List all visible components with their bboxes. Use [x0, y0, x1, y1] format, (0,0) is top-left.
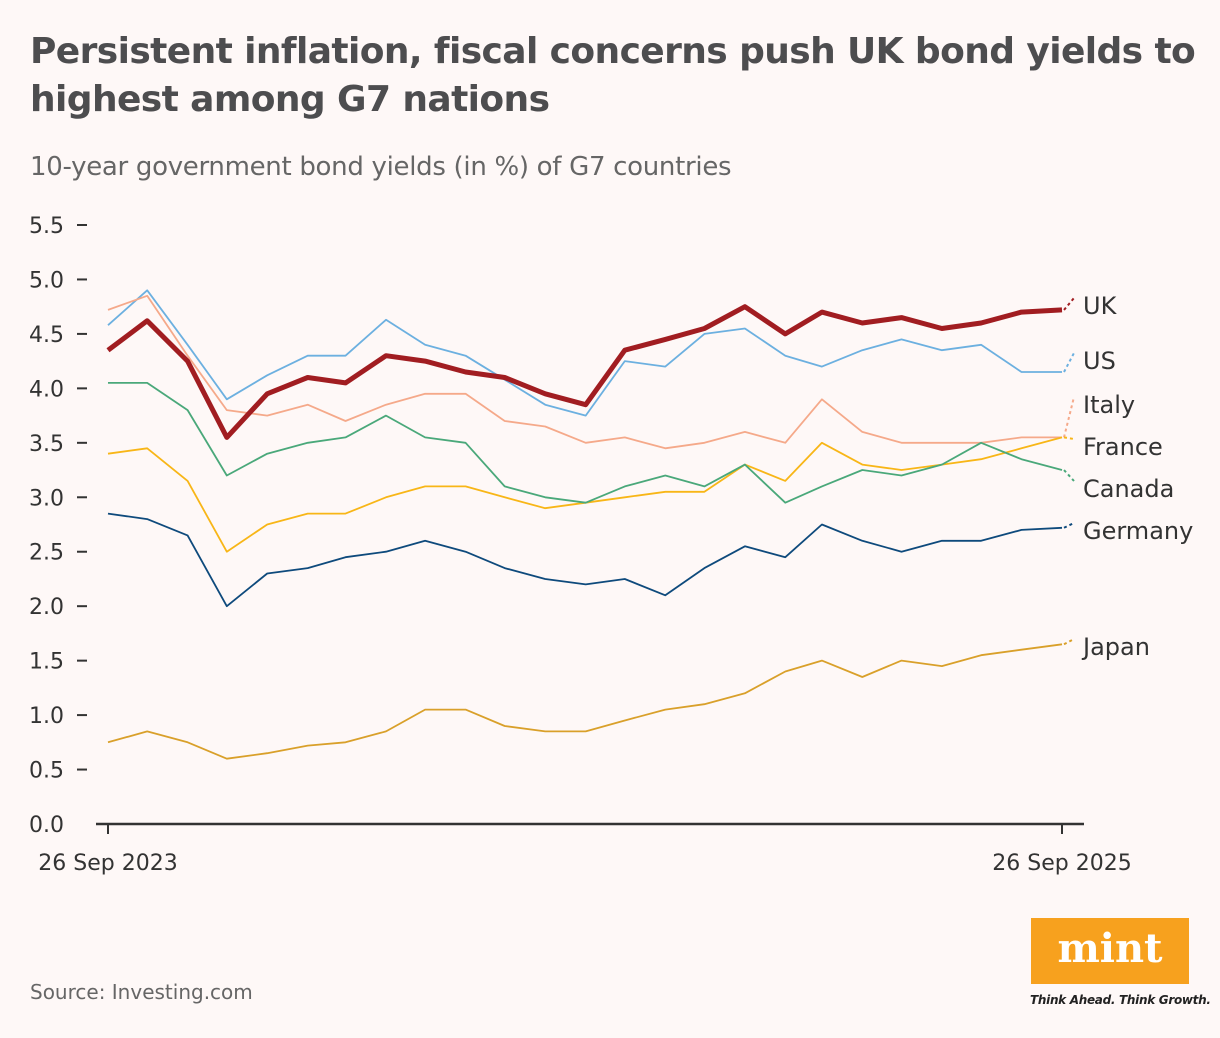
- series-label-uk: UK: [1083, 292, 1118, 320]
- label-connector: [1063, 297, 1075, 311]
- series-line-uk: [106, 304, 1063, 440]
- y-tick-label: 0.5: [29, 759, 64, 784]
- series-label-france: France: [1083, 433, 1163, 461]
- series-lines: [106, 289, 1063, 760]
- label-connector: [1063, 469, 1075, 482]
- y-tick-label: 5.0: [29, 268, 64, 293]
- y-tick-label: 1.0: [29, 704, 64, 729]
- x-axis: 26 Sep 2023 26 Sep 2025: [38, 822, 1132, 876]
- label-connector: [1063, 436, 1075, 440]
- series-labels: US Italy France Canada Germany Japan UK: [1063, 292, 1193, 661]
- y-tick-label: 5.5: [29, 214, 64, 239]
- y-tick-label: 4.0: [29, 377, 64, 402]
- source-note: Source: Investing.com: [30, 980, 253, 1004]
- label-connector: [1063, 522, 1075, 529]
- y-tick-label: 4.5: [29, 323, 64, 348]
- label-connector: [1063, 352, 1075, 373]
- series-line-us: [107, 289, 1062, 417]
- logo-tagline: Think Ahead. Think Growth.: [1030, 993, 1211, 1007]
- x-tick-label-start: 26 Sep 2023: [38, 851, 177, 876]
- label-connector: [1063, 638, 1075, 646]
- chart-subtitle: 10-year government bond yields (in %) of…: [30, 152, 732, 182]
- mint-logo: mint: [1031, 918, 1189, 984]
- y-tick-label: 2.0: [29, 595, 64, 620]
- series-label-canada: Canada: [1083, 475, 1174, 503]
- y-tick-label: 2.5: [29, 541, 64, 566]
- series-label-japan: Japan: [1081, 633, 1150, 661]
- y-axis: 0.0 0.5 1.0 1.5 2.0 2.5 3.0 3.5 4.0 4.5 5.0 5.5: [29, 214, 87, 838]
- series-line-germany: [107, 512, 1063, 608]
- y-tick-label: 0.0: [29, 813, 64, 838]
- series-label-italy: Italy: [1083, 391, 1135, 419]
- series-label-us: US: [1083, 347, 1116, 375]
- x-tick-label-end: 26 Sep 2025: [992, 851, 1131, 876]
- series-line-japan: [107, 643, 1063, 760]
- series-line-italy: [107, 294, 1062, 450]
- chart-title: Persistent inflation, fiscal concerns pu…: [30, 31, 1196, 120]
- y-tick-label: 1.5: [29, 650, 64, 675]
- y-tick-label: 3.5: [29, 432, 64, 457]
- y-tick-label: 3.0: [29, 486, 64, 511]
- series-label-germany: Germany: [1083, 517, 1193, 545]
- label-connector: [1063, 396, 1075, 438]
- series-line-france: [107, 436, 1063, 553]
